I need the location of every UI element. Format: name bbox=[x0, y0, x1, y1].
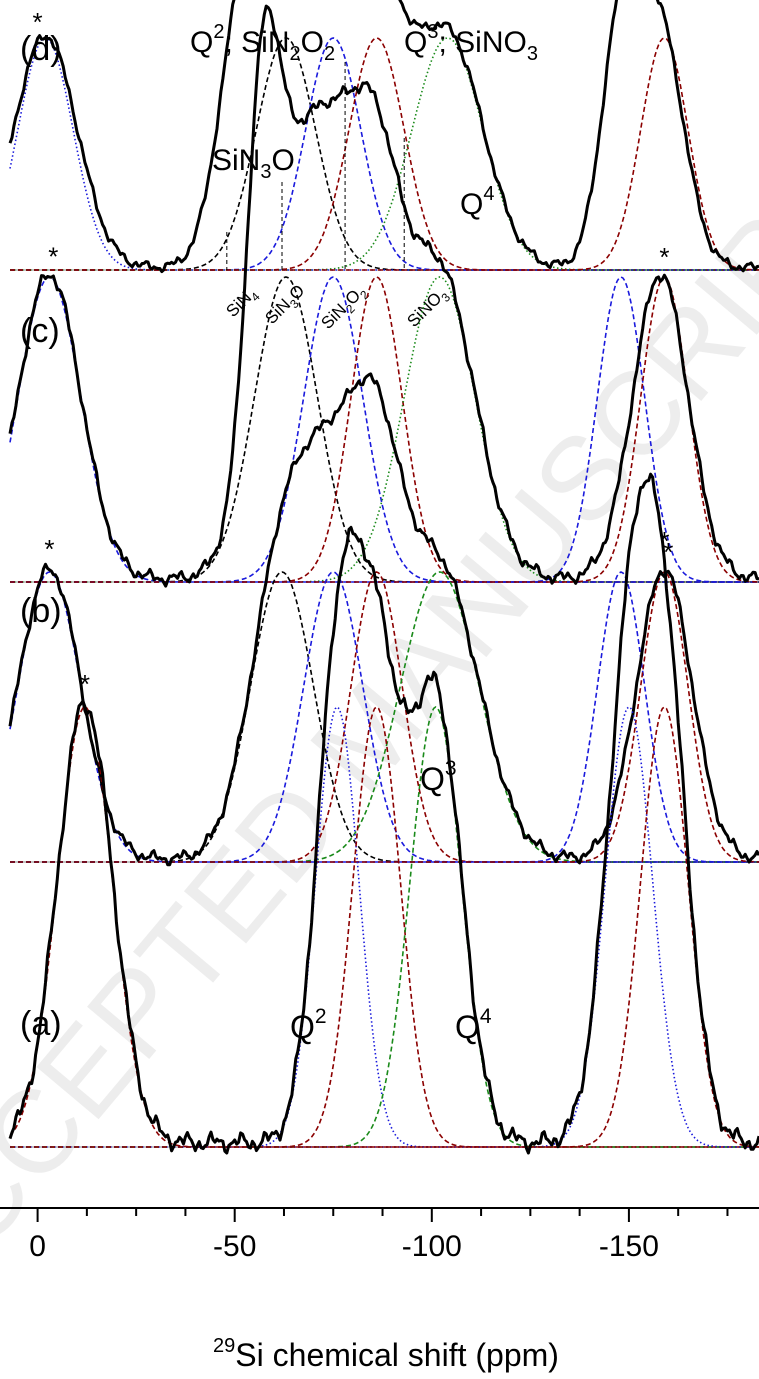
x-axis-title-superscript: 29 bbox=[213, 1335, 235, 1357]
panel-label: (a) bbox=[20, 1005, 62, 1043]
x-axis-title-text: Si chemical shift (ppm) bbox=[235, 1337, 559, 1373]
x-tick-label: -50 bbox=[213, 1230, 256, 1263]
component-ssb-left bbox=[9, 706, 759, 1148]
peak-label-q2: Q2 bbox=[290, 1005, 327, 1045]
experimental-spectrum bbox=[8, 372, 759, 867]
panel-label: (c) bbox=[20, 312, 60, 350]
component-Q2 bbox=[10, 37, 759, 271]
experimental-spectrum bbox=[8, 0, 759, 274]
experimental-spectrum bbox=[8, 472, 759, 1155]
x-axis: 0 -50 -100 -150 bbox=[0, 1207, 759, 1263]
reference-label: SiN3O bbox=[261, 281, 311, 331]
spinning-sideband-asterisk: * bbox=[80, 669, 90, 699]
component-ssb-right-b bbox=[10, 571, 759, 863]
spinning-sideband-asterisk: * bbox=[659, 526, 669, 556]
spinning-sideband-asterisk: * bbox=[48, 241, 58, 271]
reference-label: SiNO3 bbox=[403, 284, 453, 334]
x-tick-label: 0 bbox=[29, 1230, 46, 1263]
component-ssb-right-b bbox=[10, 706, 759, 1148]
reference-label: SiN2O2 bbox=[317, 281, 372, 336]
panel-b: (b)* * bbox=[8, 372, 759, 867]
component-Q4 bbox=[10, 37, 759, 271]
component-ssb-right bbox=[10, 37, 759, 271]
panel-label: (d) bbox=[20, 30, 62, 68]
component-ssb-right-b bbox=[10, 276, 759, 583]
spinning-sideband-asterisk: * bbox=[659, 0, 669, 13]
component-ssb-left bbox=[9, 37, 759, 271]
x-tick-label: -100 bbox=[402, 1230, 462, 1263]
spinning-sideband-asterisk: * bbox=[33, 7, 43, 37]
panel-label: (b) bbox=[20, 592, 62, 630]
component-SiN3O bbox=[10, 37, 759, 271]
spinning-sideband-asterisk: * bbox=[659, 242, 669, 272]
experimental-spectrum bbox=[8, 4, 759, 588]
spinning-sideband-asterisk: * bbox=[663, 537, 673, 567]
peak-label-q4: Q4 bbox=[460, 183, 494, 221]
peak-label-q3: Q3 bbox=[420, 757, 457, 797]
panel-c: (c)* * bbox=[8, 4, 759, 588]
x-tick-label: -150 bbox=[599, 1230, 659, 1263]
component-Q3 bbox=[10, 37, 759, 271]
spinning-sideband-asterisk: * bbox=[44, 534, 54, 564]
peak-label-q4: Q4 bbox=[455, 1005, 492, 1045]
x-axis-title: 29Si chemical shift (ppm) bbox=[213, 1335, 559, 1373]
peak-label-q3-sino3: Q3; SiNO3 bbox=[404, 21, 538, 65]
component-ssb-left bbox=[9, 276, 759, 583]
